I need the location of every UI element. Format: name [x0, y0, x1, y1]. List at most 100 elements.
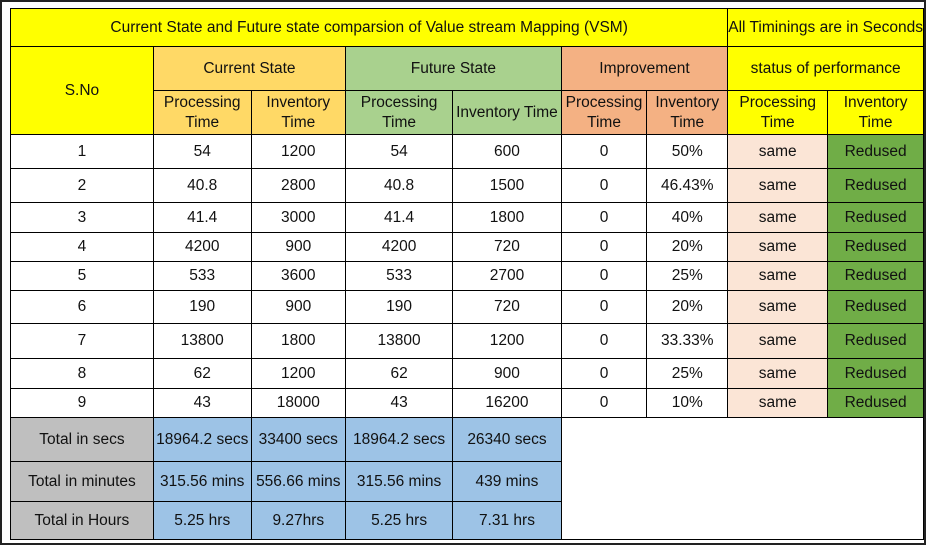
status-inventory-cell: Redused	[827, 323, 924, 359]
improvement-processing-cell: 0	[560, 168, 648, 203]
future-inventory-cell: 600	[452, 134, 562, 169]
future-inventory-cell: 1500	[452, 168, 562, 203]
current-inventory-cell: 900	[250, 232, 347, 262]
total-row: Total in secs 18964.2 secs 33400 secs 18964…	[10, 417, 925, 540]
status-inventory-time-header: Inventory Time	[827, 90, 924, 135]
current-inventory-time-header: Inventory Time	[250, 90, 347, 135]
data-rows: 1 54 1200 54 600 0 50% same Redused 2 40.8 2800 40.8…	[10, 134, 924, 418]
status-processing-cell: same	[727, 168, 829, 203]
improvement-inventory-cell: 20%	[646, 232, 729, 262]
status-inventory-cell: Redused	[827, 134, 924, 169]
future-processing-cell: 533	[345, 261, 454, 291]
status-inventory-cell: Redused	[827, 388, 924, 418]
future-processing-cell: 62	[345, 358, 454, 389]
future-inventory-cell: 720	[452, 290, 562, 324]
current-inventory-cell: 1800	[250, 323, 347, 359]
future-inventory-cell: 1800	[452, 202, 562, 233]
improvement-processing-cell: 0	[560, 134, 648, 169]
total-current-processing-cell: 315.56 mins	[152, 461, 252, 502]
total-future-processing-cell: 18964.2 secs	[345, 417, 454, 462]
current-processing-cell: 62	[152, 358, 252, 389]
improvement-processing-cell: 0	[560, 261, 648, 291]
timing-unit-note: All Timinings are in Seconds	[727, 8, 924, 47]
sno-cell: 6	[10, 290, 154, 324]
table-row: 5 533 3600 533 2700 0 25% same Redused	[10, 261, 924, 291]
current-inventory-cell: 900	[250, 290, 347, 324]
improvement-processing-cell: 0	[560, 323, 648, 359]
status-processing-cell: same	[727, 323, 829, 359]
sno-cell: 8	[10, 358, 154, 389]
status-processing-cell: same	[727, 134, 829, 169]
future-processing-cell: 13800	[345, 323, 454, 359]
table-row: 6 190 900 190 720 0 20% same Redused	[10, 290, 924, 324]
status-processing-cell: same	[727, 388, 829, 418]
sno-cell: 5	[10, 261, 154, 291]
improvement-inventory-cell: 46.43%	[646, 168, 729, 203]
table-row: 8 62 1200 62 900 0 25% same Redused	[10, 358, 924, 389]
current-processing-cell: 40.8	[152, 168, 252, 203]
table-row: 7 13800 1800 13800 1200 0 33.33% same Redused	[10, 323, 924, 359]
future-inventory-cell: 720	[452, 232, 562, 262]
sno-cell: 2	[10, 168, 154, 203]
improvement-inventory-cell: 10%	[646, 388, 729, 418]
vsm-comparison-table: Current State and Future state comparsio…	[9, 8, 925, 540]
current-processing-cell: 533	[152, 261, 252, 291]
table-row: 9 43 18000 43 16200 0 10% same Redused	[10, 388, 924, 418]
total-current-inventory-cell: 556.66 mins	[250, 461, 347, 502]
future-inventory-time-header: Inventory Time	[452, 90, 562, 135]
current-processing-cell: 43	[152, 388, 252, 418]
future-inventory-cell: 2700	[452, 261, 562, 291]
improvement-processing-cell: 0	[560, 358, 648, 389]
status-processing-cell: same	[727, 202, 829, 233]
empty-area	[560, 417, 925, 540]
status-processing-cell: same	[727, 358, 829, 389]
table-row: 2 40.8 2800 40.8 1500 0 46.43% same Redused	[10, 168, 924, 203]
sno-cell: 3	[10, 202, 154, 233]
status-processing-time-header: Processing Time	[727, 90, 829, 135]
current-processing-cell: 190	[152, 290, 252, 324]
current-inventory-cell: 18000	[250, 388, 347, 418]
future-processing-cell: 190	[345, 290, 454, 324]
total-future-inventory-cell: 7.31 hrs	[452, 501, 562, 540]
current-state-header: Current State	[152, 46, 347, 91]
status-processing-cell: same	[727, 232, 829, 262]
status-processing-cell: same	[727, 290, 829, 324]
status-inventory-cell: Redused	[827, 261, 924, 291]
total-current-inventory-cell: 9.27hrs	[250, 501, 347, 540]
status-inventory-cell: Redused	[827, 202, 924, 233]
improvement-inventory-cell: 40%	[646, 202, 729, 233]
sno-cell: 4	[10, 232, 154, 262]
table-row: 3 41.4 3000 41.4 1800 0 40% same Redused	[10, 202, 924, 233]
future-inventory-cell: 16200	[452, 388, 562, 418]
future-processing-cell: 43	[345, 388, 454, 418]
improvement-processing-cell: 0	[560, 388, 648, 418]
table-row: 4 4200 900 4200 720 0 20% same Redused	[10, 232, 924, 262]
future-processing-cell: 41.4	[345, 202, 454, 233]
current-inventory-cell: 3600	[250, 261, 347, 291]
current-processing-cell: 4200	[152, 232, 252, 262]
current-inventory-cell: 1200	[250, 358, 347, 389]
improvement-inventory-cell: 25%	[646, 358, 729, 389]
table-title: Current State and Future state comparsio…	[9, 8, 729, 47]
current-processing-cell: 13800	[152, 323, 252, 359]
total-future-inventory-cell: 26340 secs	[452, 417, 562, 462]
total-future-inventory-cell: 439 mins	[452, 461, 562, 502]
current-processing-cell: 41.4	[152, 202, 252, 233]
status-inventory-cell: Redused	[827, 290, 924, 324]
future-inventory-cell: 1200	[452, 323, 562, 359]
improvement-inventory-time-header: Inventory Time	[646, 90, 729, 135]
table-row: 1 54 1200 54 600 0 50% same Redused	[10, 134, 924, 169]
improvement-processing-time-header: Processing Time	[560, 90, 648, 135]
future-processing-cell: 54	[345, 134, 454, 169]
total-future-processing-cell: 315.56 mins	[345, 461, 454, 502]
total-label-cell: Total in Hours	[10, 501, 154, 540]
future-state-header: Future State	[345, 46, 562, 91]
improvement-processing-cell: 0	[560, 290, 648, 324]
total-current-processing-cell: 18964.2 secs	[152, 417, 252, 462]
total-current-processing-cell: 5.25 hrs	[152, 501, 252, 540]
improvement-inventory-cell: 25%	[646, 261, 729, 291]
improvement-inventory-cell: 20%	[646, 290, 729, 324]
current-inventory-cell: 1200	[250, 134, 347, 169]
improvement-inventory-cell: 50%	[646, 134, 729, 169]
